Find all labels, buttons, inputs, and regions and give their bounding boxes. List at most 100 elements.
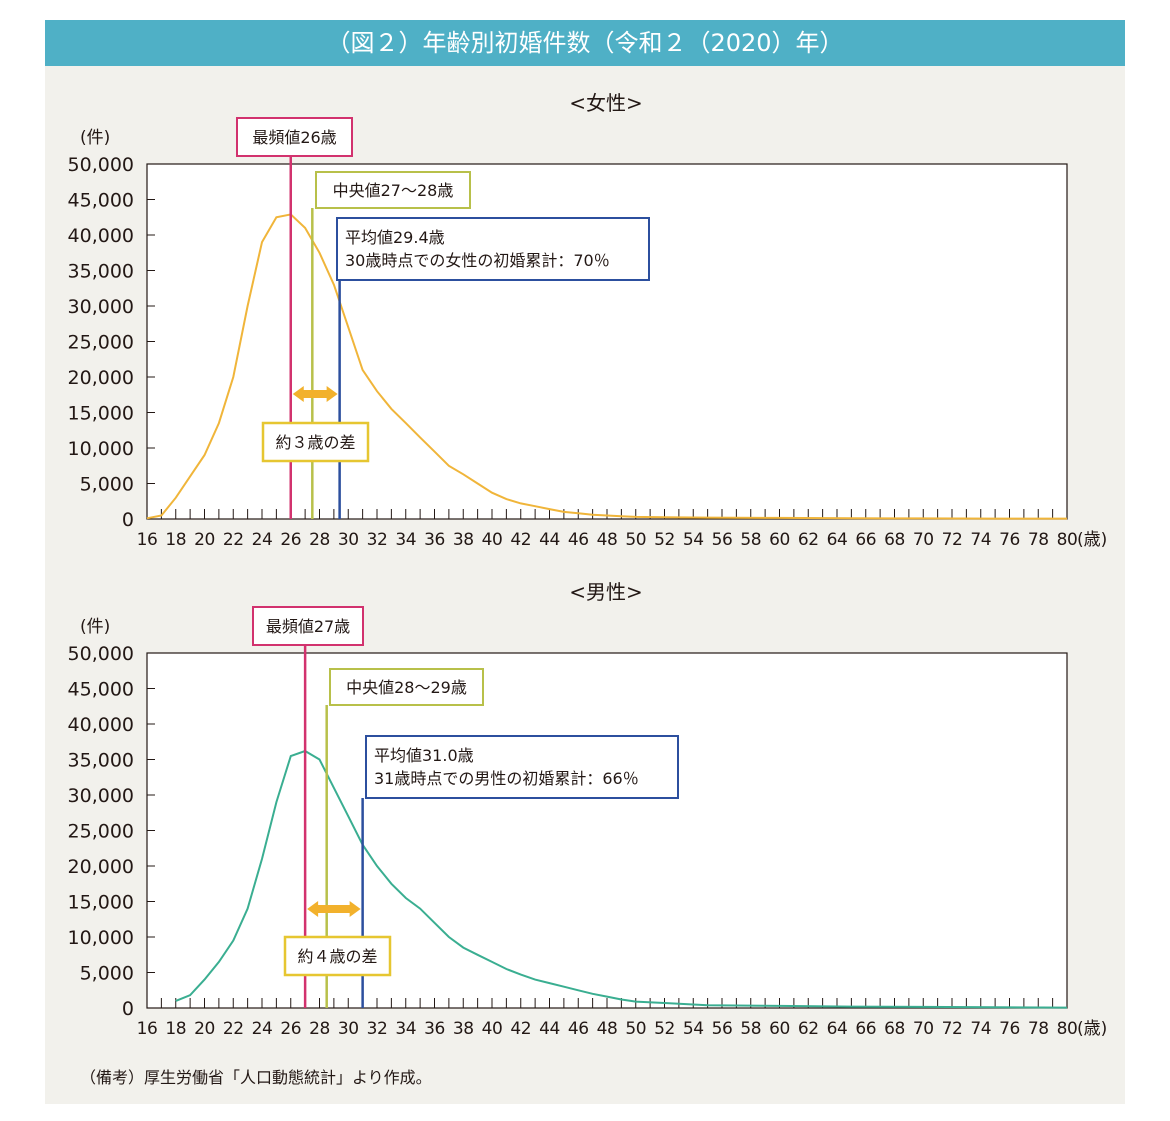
x-tick-label-female: 74 bbox=[970, 530, 991, 550]
x-tick-label-female: 46 bbox=[568, 530, 589, 550]
y-tick-label-female: 25,000 bbox=[68, 332, 134, 354]
x-tick-label-male: 54 bbox=[683, 1019, 704, 1039]
figure-title: （図２）年齢別初婚件数（令和２（2020）年） bbox=[45, 20, 1125, 66]
x-tick-label-female: 70 bbox=[913, 530, 934, 550]
x-tick-label-female: 40 bbox=[482, 530, 503, 550]
x-tick-label-male: 56 bbox=[712, 1019, 733, 1039]
x-tick-label-female: 60 bbox=[769, 530, 790, 550]
median-label-female: 中央値27～28歳 bbox=[333, 181, 454, 200]
x-axis-unit-female: (歳) bbox=[1077, 530, 1107, 550]
x-tick-label-male: 48 bbox=[597, 1019, 618, 1039]
y-tick-label-female: 50,000 bbox=[68, 154, 134, 176]
diff-arrow-head-left-female bbox=[292, 386, 304, 402]
x-tick-label-male: 68 bbox=[884, 1019, 905, 1039]
mean-label-female: 平均値29.4歳 bbox=[345, 228, 445, 247]
x-tick-label-female: 68 bbox=[884, 530, 905, 550]
series-line-male bbox=[175, 749, 1068, 1009]
x-tick-label-female: 50 bbox=[625, 530, 646, 550]
x-tick-label-female: 66 bbox=[855, 530, 876, 550]
diff-box-female bbox=[261, 421, 370, 463]
x-tick-label-female: 22 bbox=[223, 530, 244, 550]
y-tick-label-female: 30,000 bbox=[68, 296, 134, 318]
x-tick-label-male: 58 bbox=[740, 1019, 761, 1039]
mode-box-female bbox=[236, 117, 353, 157]
x-tick-label-male: 40 bbox=[482, 1019, 503, 1039]
x-tick-label-male: 46 bbox=[568, 1019, 589, 1039]
x-tick-label-male: 44 bbox=[539, 1019, 560, 1039]
y-tick-label-male: 40,000 bbox=[68, 714, 134, 736]
y-tick-label-male: 45,000 bbox=[68, 679, 134, 701]
x-tick-label-male: 34 bbox=[395, 1019, 416, 1039]
y-tick-label-female: 20,000 bbox=[68, 367, 134, 389]
source-note: （備考）厚生労働省「人口動態統計」より作成。 bbox=[80, 1068, 432, 1087]
x-tick-label-female: 64 bbox=[827, 530, 848, 550]
x-tick-label-female: 48 bbox=[597, 530, 618, 550]
x-tick-label-male: 22 bbox=[223, 1019, 244, 1039]
y-tick-label-female: 5,000 bbox=[80, 474, 134, 496]
y-tick-label-male: 25,000 bbox=[68, 821, 134, 843]
series-line-female bbox=[146, 213, 1067, 520]
y-tick-label-male: 30,000 bbox=[68, 785, 134, 807]
x-tick-label-male: 24 bbox=[252, 1019, 273, 1039]
x-tick-label-female: 38 bbox=[453, 530, 474, 550]
y-tick-label-male: 50,000 bbox=[68, 643, 134, 665]
x-tick-label-female: 76 bbox=[999, 530, 1020, 550]
x-tick-label-female: 72 bbox=[942, 530, 963, 550]
diff-arrow-head-right-female bbox=[326, 386, 338, 402]
x-tick-label-female: 44 bbox=[539, 530, 560, 550]
y-tick-label-male: 5,000 bbox=[80, 963, 134, 985]
x-tick-label-female: 54 bbox=[683, 530, 704, 550]
y-tick-label-female: 35,000 bbox=[68, 261, 134, 283]
x-tick-label-male: 72 bbox=[942, 1019, 963, 1039]
mode-label-female: 最頻値26歳 bbox=[252, 128, 336, 147]
chart-title-male: <男性> bbox=[569, 580, 643, 604]
y-tick-label-male: 35,000 bbox=[68, 750, 134, 772]
cumulative-label-male: 31歳時点での男性の初婚累計：66％ bbox=[374, 769, 639, 788]
x-tick-label-male: 42 bbox=[510, 1019, 531, 1039]
y-tick-label-female: 45,000 bbox=[68, 190, 134, 212]
x-tick-label-female: 52 bbox=[654, 530, 675, 550]
diff-label-female: 約３歳の差 bbox=[275, 433, 355, 452]
x-tick-label-male: 70 bbox=[913, 1019, 934, 1039]
mean-box-female bbox=[336, 217, 650, 281]
x-tick-label-female: 42 bbox=[510, 530, 531, 550]
y-tick-label-male: 0 bbox=[122, 998, 134, 1020]
y-tick-label-female: 0 bbox=[122, 509, 134, 531]
x-tick-label-female: 18 bbox=[165, 530, 186, 550]
mode-label-male: 最頻値27歳 bbox=[266, 617, 350, 636]
x-tick-label-male: 80 bbox=[1057, 1019, 1078, 1039]
x-tick-label-male: 78 bbox=[1028, 1019, 1049, 1039]
x-tick-label-female: 24 bbox=[252, 530, 273, 550]
x-tick-label-male: 18 bbox=[165, 1019, 186, 1039]
x-tick-label-female: 26 bbox=[280, 530, 301, 550]
diff-label-male: 約４歳の差 bbox=[297, 947, 377, 966]
x-tick-label-male: 16 bbox=[137, 1019, 158, 1039]
x-tick-label-male: 52 bbox=[654, 1019, 675, 1039]
x-tick-label-male: 74 bbox=[970, 1019, 991, 1039]
median-box-female bbox=[315, 171, 471, 209]
y-tick-label-female: 40,000 bbox=[68, 225, 134, 247]
x-tick-label-male: 62 bbox=[798, 1019, 819, 1039]
x-tick-label-female: 32 bbox=[367, 530, 388, 550]
median-box-male bbox=[329, 668, 484, 706]
x-tick-label-female: 62 bbox=[798, 530, 819, 550]
x-tick-label-male: 20 bbox=[194, 1019, 215, 1039]
x-tick-label-male: 30 bbox=[338, 1019, 359, 1039]
x-tick-label-male: 76 bbox=[999, 1019, 1020, 1039]
y-axis-unit-male: (件) bbox=[80, 617, 110, 637]
x-tick-label-female: 56 bbox=[712, 530, 733, 550]
x-tick-label-male: 50 bbox=[625, 1019, 646, 1039]
x-tick-label-female: 36 bbox=[424, 530, 445, 550]
diff-arrow-head-left-male bbox=[307, 901, 319, 917]
y-tick-label-female: 10,000 bbox=[68, 438, 134, 460]
x-tick-label-female: 80 bbox=[1057, 530, 1078, 550]
chart-title-female: <女性> bbox=[569, 91, 643, 115]
x-tick-label-female: 16 bbox=[137, 530, 158, 550]
x-tick-label-male: 60 bbox=[769, 1019, 790, 1039]
y-axis-unit-female: (件) bbox=[80, 128, 110, 148]
x-tick-label-male: 26 bbox=[280, 1019, 301, 1039]
x-tick-label-female: 30 bbox=[338, 530, 359, 550]
x-tick-label-female: 28 bbox=[309, 530, 330, 550]
x-tick-label-female: 20 bbox=[194, 530, 215, 550]
x-tick-label-male: 36 bbox=[424, 1019, 445, 1039]
